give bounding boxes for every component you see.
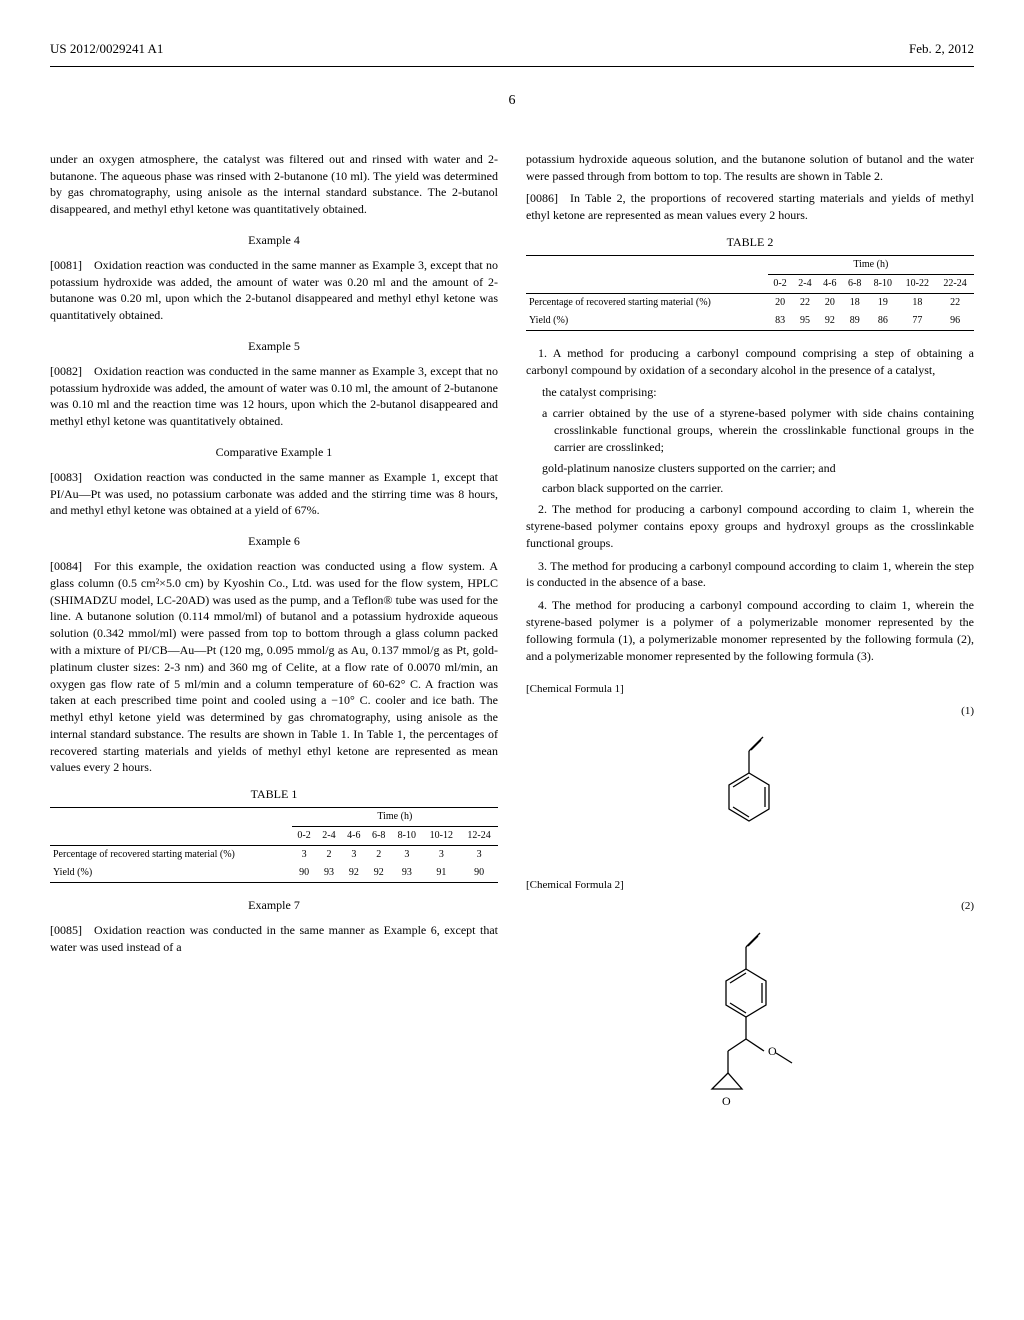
example6-paragraph: [0084] For this example, the oxidation r… xyxy=(50,558,498,776)
table1-cell: 2 xyxy=(366,846,391,865)
table2-col: 6-8 xyxy=(842,274,867,293)
claim2: 2. The method for producing a carbonyl c… xyxy=(526,501,974,551)
table2-cell: 92 xyxy=(817,312,842,331)
table1: Time (h) 0-2 2-4 4-6 6-8 8-10 10-12 12-2… xyxy=(50,807,498,883)
table2-cell: 83 xyxy=(768,312,793,331)
chem1-number: (1) xyxy=(961,704,974,719)
table2-col: 22-24 xyxy=(936,274,974,293)
table2-caption: TABLE 2 xyxy=(526,234,974,251)
right-intro: potassium hydroxide aqueous solution, an… xyxy=(526,151,974,185)
table2-col: 0-2 xyxy=(768,274,793,293)
table1-cell: 3 xyxy=(391,846,422,865)
molecule-styrene-icon xyxy=(526,729,974,854)
table1-col: 6-8 xyxy=(366,827,391,846)
table1-cell: 3 xyxy=(460,846,498,865)
example4-heading: Example 4 xyxy=(50,232,498,249)
table2-cell: 77 xyxy=(898,312,936,331)
table1-row2-label: Yield (%) xyxy=(50,864,292,883)
claim1: 1. A method for producing a carbonyl com… xyxy=(526,345,974,379)
table2-col: 2-4 xyxy=(793,274,818,293)
table2-cell: 96 xyxy=(936,312,974,331)
table2-time-header: Time (h) xyxy=(768,255,974,274)
claim1d: carbon black supported on the carrier. xyxy=(526,480,974,497)
example5-heading: Example 5 xyxy=(50,338,498,355)
table2-col: 10-22 xyxy=(898,274,936,293)
table1-cell: 93 xyxy=(317,864,342,883)
example6-heading: Example 6 xyxy=(50,533,498,550)
comparative-example1-paragraph: [0083] Oxidation reaction was conducted … xyxy=(50,469,498,519)
right-column: potassium hydroxide aqueous solution, an… xyxy=(526,151,974,1154)
table2-cell: 22 xyxy=(793,293,818,312)
table1-col: 10-12 xyxy=(422,827,460,846)
chem2-label-text: [Chemical Formula 2] xyxy=(526,879,624,891)
page-number: 6 xyxy=(50,91,974,111)
claim1c: gold-platinum nanosize clusters supporte… xyxy=(526,460,974,477)
table1-row1-label: Percentage of recovered starting materia… xyxy=(50,846,292,865)
doc-number: US 2012/0029241 A1 xyxy=(50,40,163,58)
table1-cell: 93 xyxy=(391,864,422,883)
svg-text:O: O xyxy=(768,1044,777,1058)
claim1a: the catalyst comprising: xyxy=(526,384,974,401)
molecule-epoxystyrene-icon: O O xyxy=(526,925,974,1130)
page-header: US 2012/0029241 A1 Feb. 2, 2012 xyxy=(50,40,974,58)
example7-heading: Example 7 xyxy=(50,897,498,914)
table1-cell: 92 xyxy=(366,864,391,883)
table1-cell: 92 xyxy=(341,864,366,883)
table1-cell: 91 xyxy=(422,864,460,883)
table2-col: 4-6 xyxy=(817,274,842,293)
claim4: 4. The method for producing a carbonyl c… xyxy=(526,597,974,664)
table1-col: 8-10 xyxy=(391,827,422,846)
chem1-label-text: [Chemical Formula 1] xyxy=(526,683,624,695)
table2-col: 8-10 xyxy=(867,274,898,293)
table1-caption: TABLE 1 xyxy=(50,786,498,803)
table2-cell: 89 xyxy=(842,312,867,331)
table1-cell: 90 xyxy=(292,864,317,883)
chem2-number: (2) xyxy=(961,899,974,914)
table1-col: 12-24 xyxy=(460,827,498,846)
comparative-example1-heading: Comparative Example 1 xyxy=(50,444,498,461)
table1-col: 0-2 xyxy=(292,827,317,846)
example7-paragraph: [0085] Oxidation reaction was conducted … xyxy=(50,922,498,956)
table1-cell: 90 xyxy=(460,864,498,883)
claim3: 3. The method for producing a carbonyl c… xyxy=(526,558,974,592)
two-column-layout: under an oxygen atmosphere, the catalyst… xyxy=(50,151,974,1154)
table2-cell: 95 xyxy=(793,312,818,331)
left-column: under an oxygen atmosphere, the catalyst… xyxy=(50,151,498,1154)
header-rule xyxy=(50,66,974,67)
table2-cell: 86 xyxy=(867,312,898,331)
table2-cell: 20 xyxy=(768,293,793,312)
table2-cell: 18 xyxy=(898,293,936,312)
example4-paragraph: [0081] Oxidation reaction was conducted … xyxy=(50,257,498,324)
table1-cell: 2 xyxy=(317,846,342,865)
chem-formula2-label: [Chemical Formula 2] xyxy=(526,878,974,893)
table2-row1-label: Percentage of recovered starting materia… xyxy=(526,293,768,312)
table2-cell: 18 xyxy=(842,293,867,312)
table2-cell: 20 xyxy=(817,293,842,312)
table1-cell: 3 xyxy=(422,846,460,865)
table2-cell: 22 xyxy=(936,293,974,312)
table2: Time (h) 0-2 2-4 4-6 6-8 8-10 10-22 22-2… xyxy=(526,255,974,331)
table1-cell: 3 xyxy=(341,846,366,865)
table1-cell: 3 xyxy=(292,846,317,865)
table1-time-header: Time (h) xyxy=(292,808,498,827)
intro-paragraph: under an oxygen atmosphere, the catalyst… xyxy=(50,151,498,218)
table1-col: 2-4 xyxy=(317,827,342,846)
para86: [0086] In Table 2, the proportions of re… xyxy=(526,190,974,224)
svg-text:O: O xyxy=(722,1094,731,1108)
table1-col: 4-6 xyxy=(341,827,366,846)
example5-paragraph: [0082] Oxidation reaction was conducted … xyxy=(50,363,498,430)
table2-row2-label: Yield (%) xyxy=(526,312,768,331)
doc-date: Feb. 2, 2012 xyxy=(909,40,974,58)
chem-formula1-label: [Chemical Formula 1] xyxy=(526,682,974,697)
table2-cell: 19 xyxy=(867,293,898,312)
claim1b: a carrier obtained by the use of a styre… xyxy=(526,405,974,455)
